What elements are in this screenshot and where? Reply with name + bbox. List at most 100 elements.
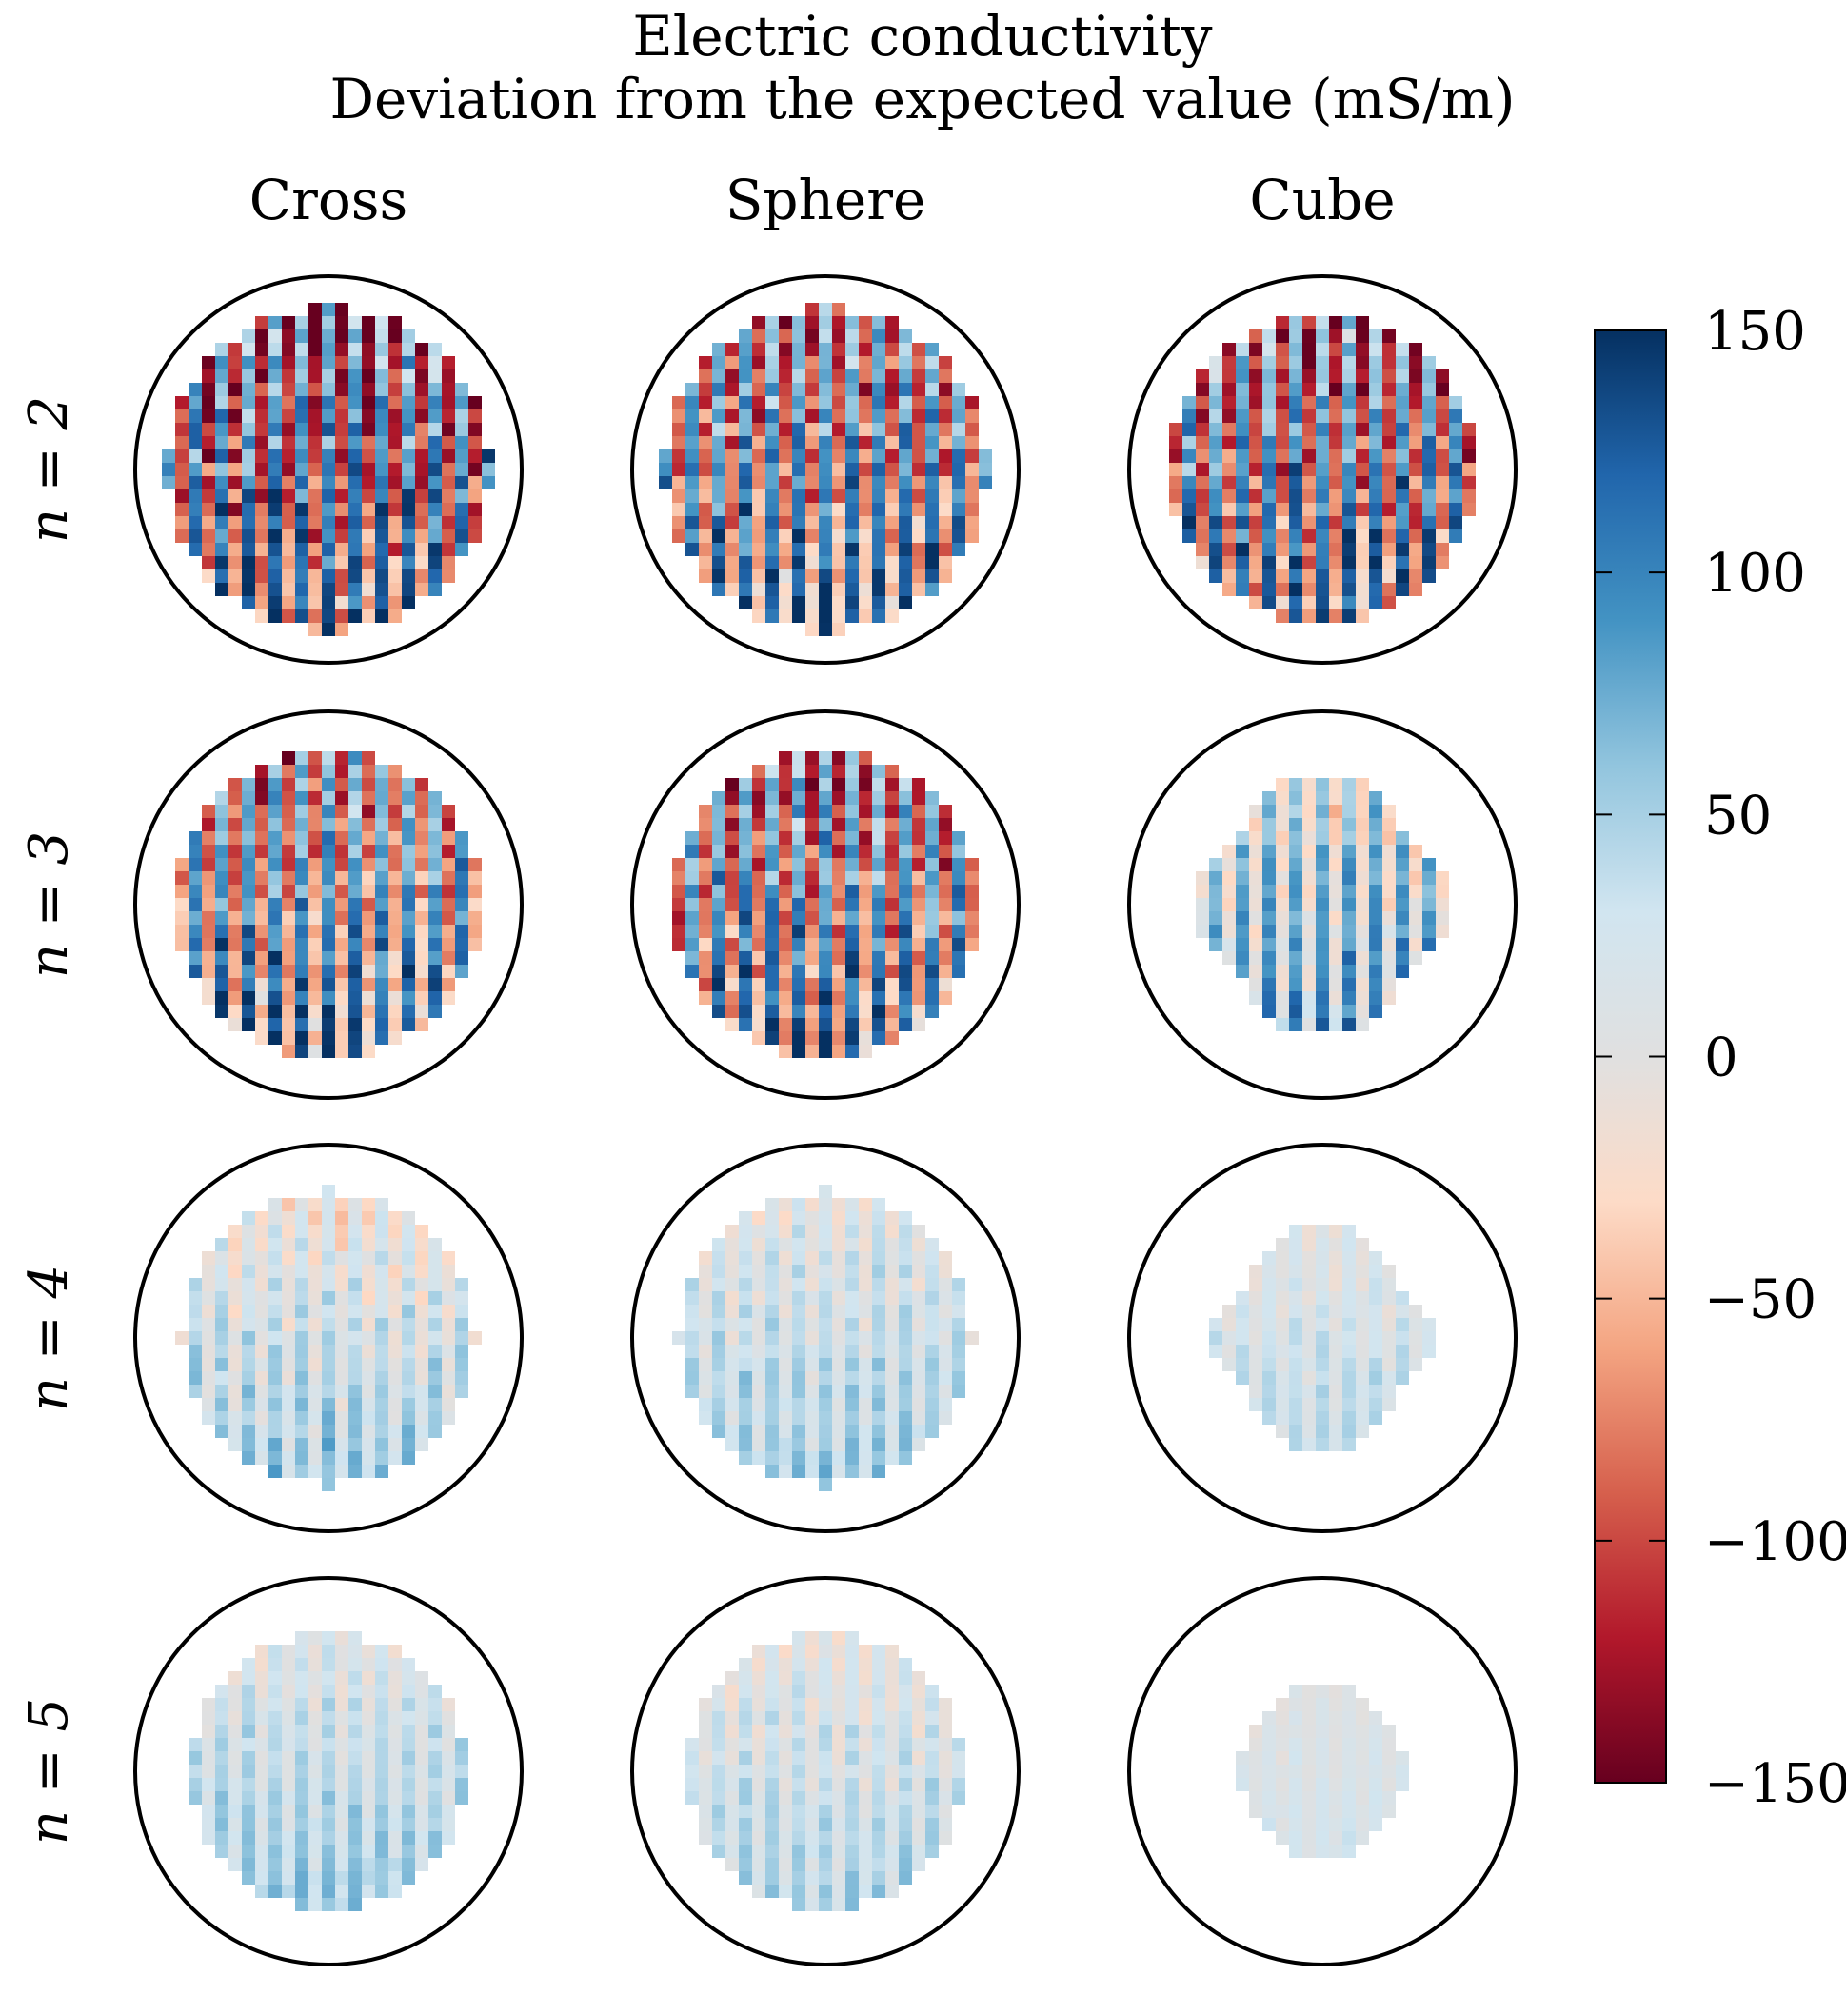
heatmap-cell [242,1818,255,1831]
heatmap-cell [779,1685,792,1698]
heatmap-cell [1262,1305,1276,1318]
heatmap-cell [228,1805,242,1818]
heatmap-cell [885,1791,899,1805]
heatmap-cell [699,965,712,978]
heatmap-cell [792,1871,805,1885]
heatmap-cell [1382,911,1396,925]
heatmap-cell [1396,476,1409,489]
heatmap-cell [859,1251,872,1265]
heatmap-cell [228,1238,242,1251]
heatmap-cell [845,858,859,871]
heatmap-cell [202,463,215,476]
heatmap-cell [1262,489,1276,503]
heatmap-cell [1396,383,1409,396]
heatmap-cell [1422,516,1436,529]
heatmap-cell [282,1031,295,1045]
heatmap-cell [725,583,739,596]
heatmap-cell [1396,938,1409,951]
heatmap-cell [712,1738,725,1751]
heatmap-cell [295,1725,308,1738]
heatmap-cell [1329,818,1342,831]
heatmap-cell [925,991,939,1005]
heatmap-cell [1382,436,1396,449]
heatmap-cell [1342,925,1356,938]
heatmap-cell [952,911,965,925]
heatmap-cell [228,529,242,543]
heatmap-cell [228,1818,242,1831]
heatmap-cell [215,343,228,356]
heatmap-cell [845,369,859,383]
heatmap-cell [725,383,739,396]
heatmap-cell [415,951,428,965]
heatmap-cell [712,476,725,489]
heatmap-cell [442,1398,455,1411]
heatmap-cell [1289,356,1302,369]
heatmap-cell [362,1658,375,1671]
heatmap-cell [348,1751,362,1765]
heatmap-cell [428,449,442,463]
heatmap-cell [1236,463,1249,476]
heatmap-cell [335,503,348,516]
heatmap-cell [872,1278,885,1291]
heatmap-cell [335,1871,348,1885]
heatmap-cell [202,1331,215,1345]
heatmap-cell [1276,1278,1289,1291]
heatmap-cell [859,1371,872,1385]
heatmap-cell [1409,858,1422,871]
heatmap-cell [805,1658,819,1671]
heatmap-cell [362,938,375,951]
heatmap-cell [925,436,939,449]
heatmap-cell [872,1671,885,1685]
heatmap-cell [402,1831,415,1845]
heatmap-cell [752,1291,765,1305]
heatmap-cell [965,409,979,423]
heatmap-cell [699,1411,712,1425]
heatmap-cell [1302,516,1316,529]
heatmap-cell [242,1398,255,1411]
heatmap-cell [1409,449,1422,463]
heatmap-cell [308,1278,322,1291]
heatmap-cell [308,1385,322,1398]
heatmap-cell [175,529,189,543]
heatmap-cell [388,1005,402,1018]
heatmap-cell [965,476,979,489]
heatmap-cell [819,583,832,596]
heatmap-cell [1329,436,1342,449]
heatmap-cell [925,409,939,423]
heatmap-cell [899,1725,912,1738]
heatmap-cell [175,409,189,423]
heatmap-cell [805,1765,819,1778]
heatmap-cell [872,516,885,529]
heatmap-cell [1356,1831,1369,1845]
heatmap-cell [872,791,885,805]
heatmap-cell [455,449,468,463]
heatmap-cell [268,871,282,885]
heatmap-cell [699,911,712,925]
heatmap-cell [308,1645,322,1658]
heatmap-cell [1409,463,1422,476]
heatmap-cell [1209,383,1222,396]
heatmap-cell [348,778,362,791]
heatmap-cell [1249,1805,1262,1818]
heatmap-cell [925,1005,939,1018]
heatmap-cell [845,1791,859,1805]
heatmap-cell [925,449,939,463]
heatmap-cell [685,925,699,938]
heatmap-cell [1196,543,1209,556]
heatmap-cell [335,858,348,871]
heatmap-cell [685,529,699,543]
heatmap-cell [792,1845,805,1858]
heatmap-cell [282,898,295,911]
heatmap-cell [1462,463,1476,476]
heatmap-cell [428,978,442,991]
heatmap-cell [1356,845,1369,858]
heatmap-cell [1182,476,1196,489]
heatmap-cell [659,476,672,489]
heatmap-cell [282,1831,295,1845]
heatmap-cell [779,1778,792,1791]
heatmap-cell [268,1018,282,1031]
heatmap-cell [215,831,228,845]
heatmap-cell [765,503,779,516]
heatmap-cell [779,1711,792,1725]
heatmap-cell [1329,1685,1342,1698]
